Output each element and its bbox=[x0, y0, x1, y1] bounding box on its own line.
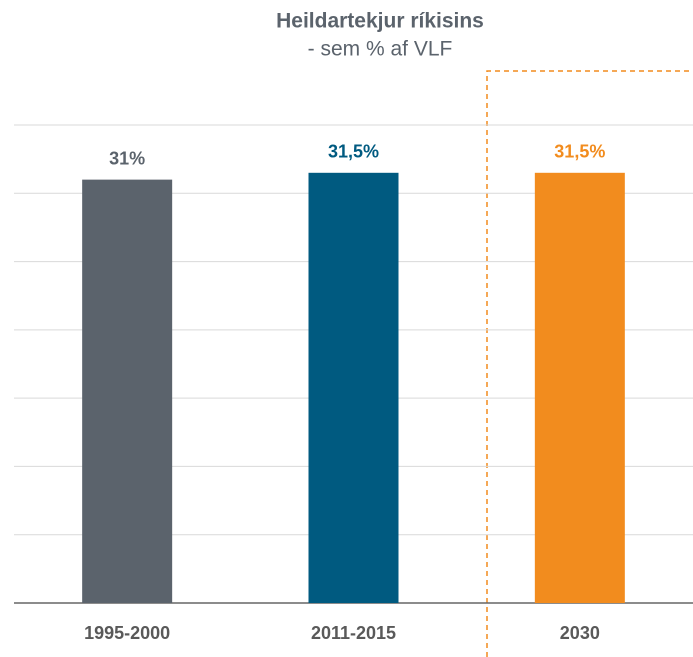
chart-title: Heildartekjur ríkisins bbox=[276, 10, 484, 33]
forecast-frame bbox=[486, 70, 693, 657]
bar bbox=[534, 172, 625, 604]
bar bbox=[308, 172, 399, 604]
x-tick-label: 2030 bbox=[560, 623, 600, 643]
value-label: 31,5% bbox=[328, 142, 379, 162]
value-label: 31,5% bbox=[554, 142, 605, 162]
bar bbox=[82, 179, 173, 603]
x-tick-label: 2011-2015 bbox=[311, 623, 396, 643]
chart-subtitle: - sem % af VLF bbox=[308, 38, 453, 61]
value-label: 31% bbox=[109, 148, 145, 168]
x-tick-label: 1995-2000 bbox=[84, 623, 170, 643]
